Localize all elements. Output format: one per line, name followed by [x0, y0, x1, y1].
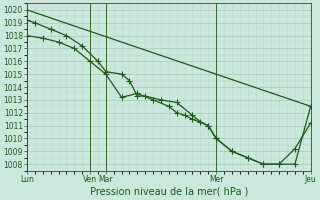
- X-axis label: Pression niveau de la mer( hPa ): Pression niveau de la mer( hPa ): [90, 187, 248, 197]
